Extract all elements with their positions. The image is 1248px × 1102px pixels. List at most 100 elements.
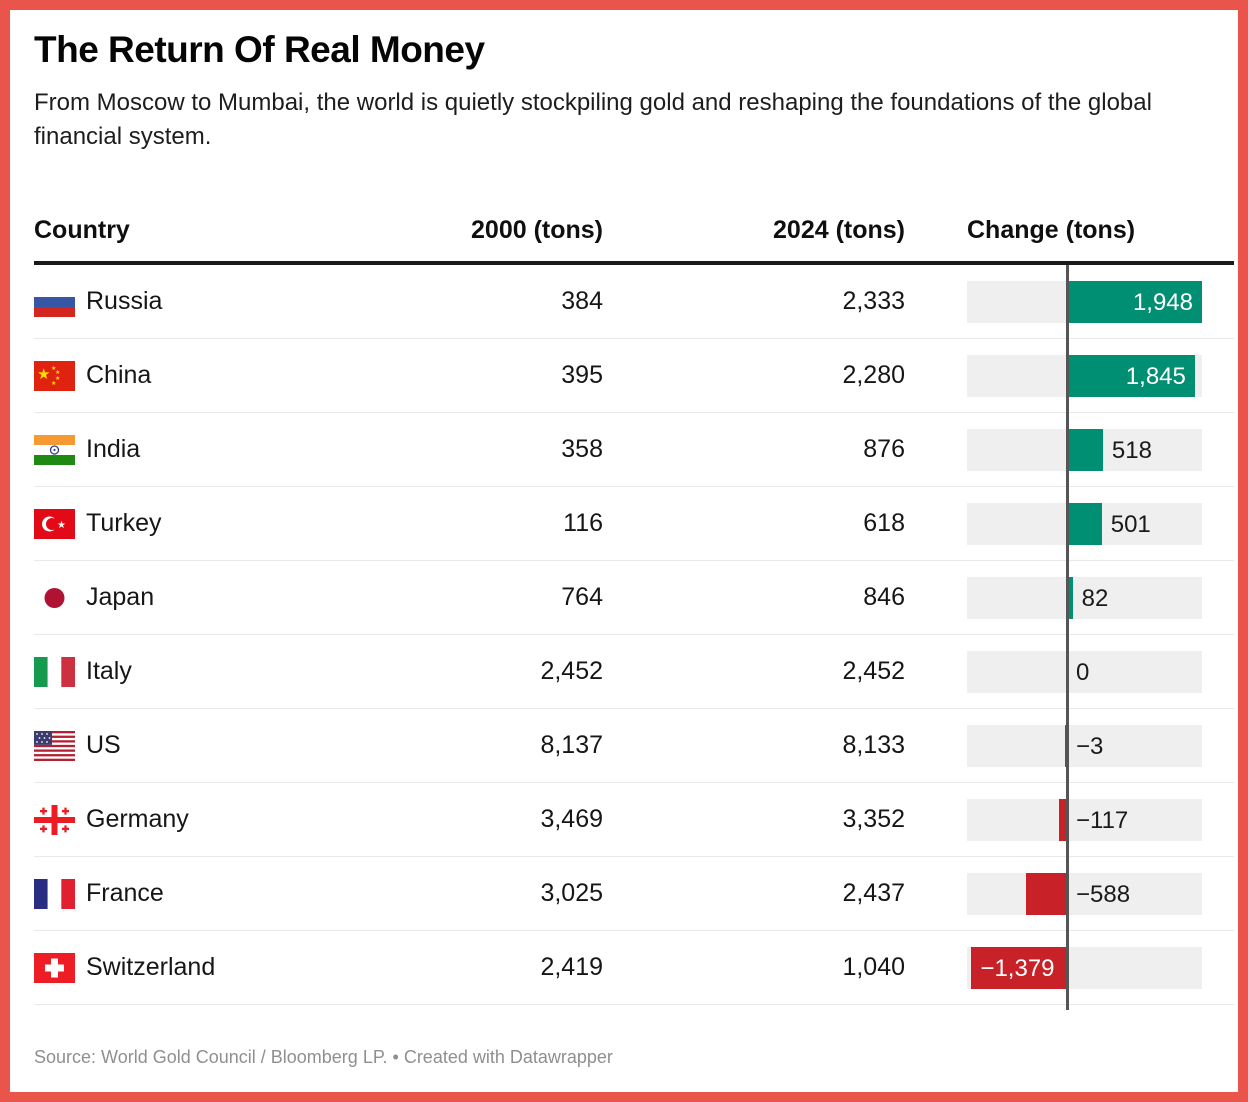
country-name: Italy (86, 657, 132, 685)
tons-2000-value: 358 (561, 435, 603, 463)
table-row: Italy 2,452 2,452 0 (34, 635, 1234, 709)
tons-2000-value: 116 (563, 509, 603, 537)
change-bar-track: −588 (967, 872, 1202, 915)
svg-text:★: ★ (55, 369, 60, 376)
zero-axis-line (1066, 265, 1069, 1010)
change-bar-label: 1,845 (1125, 362, 1186, 390)
change-bar-label: −1,379 (980, 954, 1055, 982)
country-name: France (86, 879, 164, 907)
change-bar-label: 82 (1081, 584, 1109, 612)
tons-2024-value: 876 (863, 435, 905, 463)
tons-2000-value: 384 (561, 287, 603, 315)
country-name: China (86, 361, 152, 389)
tons-2024-value: 618 (863, 509, 905, 537)
country-name: Japan (86, 583, 155, 611)
tons-2024-value: 2,280 (842, 361, 905, 389)
tons-2024-value: 3,352 (842, 805, 905, 833)
header-cell-change-tons: Change (tons) (967, 216, 1136, 244)
country-cell: ★ Turkey (34, 508, 414, 539)
change-bar-track: −117 (967, 798, 1202, 841)
tons-2000-value: 3,025 (540, 879, 603, 907)
svg-text:★: ★ (51, 365, 56, 372)
country-cell: Italy (34, 656, 414, 687)
tons-2024-value: 2,333 (842, 287, 905, 315)
flag-russia-icon (34, 286, 75, 317)
country-name: Turkey (86, 509, 162, 537)
table-row: ★ ★ ★ ★ ★ China 395 2,280 1,845 (34, 339, 1234, 413)
flag-switzerland-icon (34, 952, 75, 983)
change-bar (1026, 872, 1067, 915)
svg-text:★: ★ (37, 366, 50, 383)
country-cell: ★ ★ ★ ★ ★ China (34, 360, 414, 391)
change-bar-track: 0 (967, 650, 1202, 693)
flag-china-icon: ★ ★ ★ ★ ★ (34, 360, 75, 391)
source-attribution: Source: World Gold Council / Bloomberg L… (34, 1047, 613, 1067)
tons-2024-value: 1,040 (842, 953, 905, 981)
tons-2024-value: 2,452 (842, 657, 905, 685)
svg-text:★: ★ (57, 520, 66, 531)
table-body: Russia 384 2,333 1,948 ★ ★ ★ ★ ★ China 395 2,280 1,8… (34, 265, 1234, 1010)
header-cell-country: Country (34, 216, 130, 244)
tons-2000-value: 395 (561, 361, 603, 389)
country-cell: Russia (34, 286, 414, 317)
chart-title: The Return Of Real Money (34, 29, 485, 70)
table-row: ★ Turkey 116 618 501 (34, 487, 1234, 561)
tons-2024-value: 8,133 (842, 731, 905, 759)
country-cell: Germany (34, 804, 414, 835)
tons-2024-value: 846 (863, 583, 905, 611)
change-bar-label: 0 (1076, 658, 1090, 686)
change-bar-track: −1,379 (967, 946, 1202, 989)
change-bar (1067, 576, 1073, 619)
country-name: India (86, 435, 141, 463)
tons-2000-value: 3,469 (540, 805, 603, 833)
change-bar-label: 501 (1110, 510, 1151, 538)
table-row: India 358 876 518 (34, 413, 1234, 487)
flag-india-icon (34, 434, 75, 465)
country-cell: India (34, 434, 414, 465)
change-bar (971, 946, 1067, 989)
change-bar-label: 1,948 (1132, 288, 1193, 316)
tons-2000-value: 764 (561, 583, 603, 611)
change-bar (1058, 798, 1067, 841)
flag-italy-icon (34, 656, 75, 687)
flag-germany-icon (34, 804, 75, 835)
svg-text:★: ★ (51, 380, 56, 387)
table-row: Switzerland 2,419 1,040 −1,379 (34, 931, 1234, 1005)
country-name: Switzerland (86, 953, 216, 981)
tons-2024-value: 2,437 (842, 879, 905, 907)
header-cell-2000-tons: 2000 (tons) (471, 216, 603, 244)
change-bar (1067, 280, 1202, 323)
change-bar-label: −588 (1076, 880, 1131, 908)
table-row: Japan 764 846 82 (34, 561, 1234, 635)
change-bar-label: −117 (1076, 806, 1129, 834)
flag-japan-icon (34, 582, 75, 613)
table-row: France 3,025 2,437 −588 (34, 857, 1234, 931)
country-name: Russia (86, 287, 163, 315)
change-bar-track: 1,845 (967, 354, 1202, 397)
change-bar (1067, 428, 1103, 471)
change-bar-track: 501 (967, 502, 1202, 545)
change-bar-track: −3 (967, 724, 1202, 767)
change-bar-track: 1,948 (967, 280, 1202, 323)
country-cell: US (34, 730, 414, 761)
change-bar-label: −3 (1076, 732, 1104, 760)
tons-2000-value: 2,452 (540, 657, 603, 685)
header-cell-2024-tons: 2024 (tons) (773, 216, 905, 244)
change-bar-track: 82 (967, 576, 1202, 619)
gold-reserves-table: Country 2000 (tons) 2024 (tons) Change (… (34, 216, 1234, 1010)
country-name: US (86, 731, 121, 759)
table-row: US 8,137 8,133 −3 (34, 709, 1234, 783)
table-row: Germany 3,469 3,352 −117 (34, 783, 1234, 857)
svg-text:★: ★ (55, 375, 60, 382)
table-header-row: Country 2000 (tons) 2024 (tons) Change (… (34, 216, 1234, 265)
tons-2000-value: 2,419 (540, 953, 603, 981)
country-cell: France (34, 878, 414, 909)
change-bar-label: 518 (1111, 436, 1152, 464)
change-bar (1067, 354, 1195, 397)
flag-us-icon (34, 730, 75, 761)
table-row: Russia 384 2,333 1,948 (34, 265, 1234, 339)
flag-turkey-icon: ★ (34, 508, 75, 539)
country-cell: Japan (34, 582, 414, 613)
chart-subtitle: From Moscow to Mumbai, the world is quie… (34, 89, 1152, 150)
flag-france-icon (34, 878, 75, 909)
